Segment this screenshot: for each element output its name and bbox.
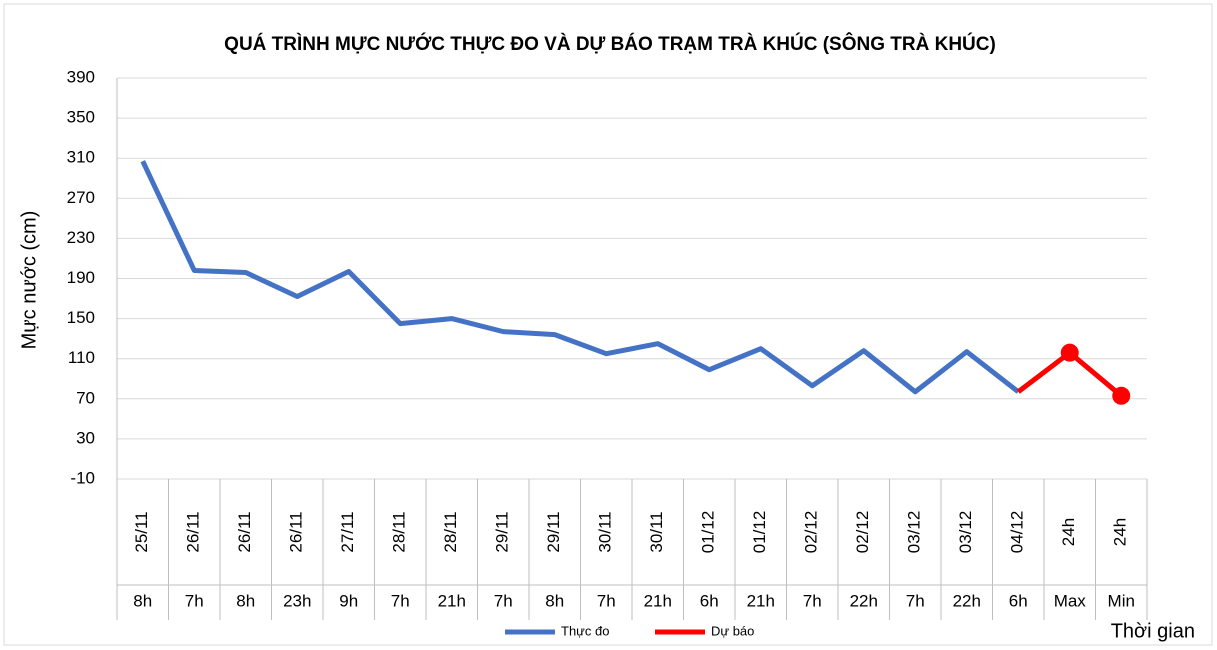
x-tick-label: 03/12	[956, 511, 975, 554]
x-tick-label: 26/11	[235, 511, 254, 552]
x-tick-label: 25/11	[132, 511, 151, 552]
x-tick-label: 30/11	[647, 511, 666, 552]
x-tick-sublabel: 22h	[953, 591, 981, 610]
x-tick-sublabel: 23h	[283, 591, 311, 610]
y-tick-label: 70	[76, 388, 95, 407]
y-tick-label: 350	[67, 108, 95, 127]
y-tick-label: 110	[68, 348, 95, 367]
y-tick-label: 150	[67, 308, 95, 327]
y-tick-label: 310	[67, 148, 95, 167]
y-tick-label: 270	[67, 188, 95, 207]
forecast-marker	[1112, 386, 1131, 405]
legend-label: Dự báo	[711, 623, 754, 638]
x-tick-label: 28/11	[390, 511, 409, 552]
x-tick-sublabel: 22h	[850, 591, 878, 610]
x-tick-sublabel: 7h	[803, 591, 822, 610]
chart-border	[3, 3, 1213, 646]
x-tick-sublabel: 7h	[185, 591, 204, 610]
x-tick-label: 02/12	[802, 511, 821, 554]
x-tick-sublabel: 7h	[391, 591, 410, 610]
x-tick-sublabel: 8h	[545, 591, 564, 610]
x-tick-label: 03/12	[905, 511, 924, 554]
x-tick-label: 02/12	[853, 511, 872, 554]
y-tick-label: 30	[76, 428, 95, 447]
x-tick-sublabel: 6h	[1009, 591, 1028, 610]
series-line	[140, 160, 1020, 395]
x-tick-sublabel: 7h	[597, 591, 616, 610]
x-tick-label: 24h	[1059, 518, 1078, 546]
y-axis-label: Mực nước (cm)	[18, 211, 40, 350]
y-tick-label: 230	[67, 228, 95, 247]
x-tick-label: 04/12	[1008, 511, 1027, 554]
x-tick-sublabel: 7h	[906, 591, 925, 610]
y-tick-label: 190	[67, 268, 95, 287]
legend-label: Thực đo	[561, 623, 609, 638]
x-tick-label: 28/11	[441, 511, 460, 552]
x-tick-label: 30/11	[596, 511, 615, 552]
chart-title: QUÁ TRÌNH MỰC NƯỚC THỰC ĐO VÀ DỰ BÁO TRẠ…	[224, 33, 996, 55]
x-tick-label: 27/11	[338, 511, 357, 552]
x-tick-label: 26/11	[287, 511, 306, 552]
y-tick-label: 390	[67, 67, 95, 86]
y-tick-label: -10	[70, 468, 95, 487]
x-tick-sublabel: Max	[1054, 591, 1087, 610]
forecast-marker	[1060, 343, 1079, 362]
x-tick-sublabel: 9h	[339, 591, 358, 610]
x-tick-label: 24h	[1111, 518, 1130, 546]
x-tick-label: 01/12	[699, 511, 718, 554]
x-axis-label: Thời gian	[1111, 620, 1195, 642]
x-tick-sublabel: 7h	[494, 591, 513, 610]
x-tick-label: 29/11	[493, 511, 512, 552]
x-tick-sublabel: 21h	[644, 591, 672, 610]
x-tick-sublabel: 8h	[236, 591, 255, 610]
x-tick-label: 29/11	[544, 511, 563, 552]
x-tick-sublabel: 8h	[133, 591, 152, 610]
x-tick-sublabel: Min	[1108, 591, 1135, 610]
x-tick-sublabel: 21h	[747, 591, 775, 610]
x-tick-label: 26/11	[184, 511, 203, 552]
x-tick-sublabel: 21h	[438, 591, 466, 610]
x-tick-sublabel: 6h	[700, 591, 719, 610]
x-tick-label: 01/12	[750, 511, 769, 554]
